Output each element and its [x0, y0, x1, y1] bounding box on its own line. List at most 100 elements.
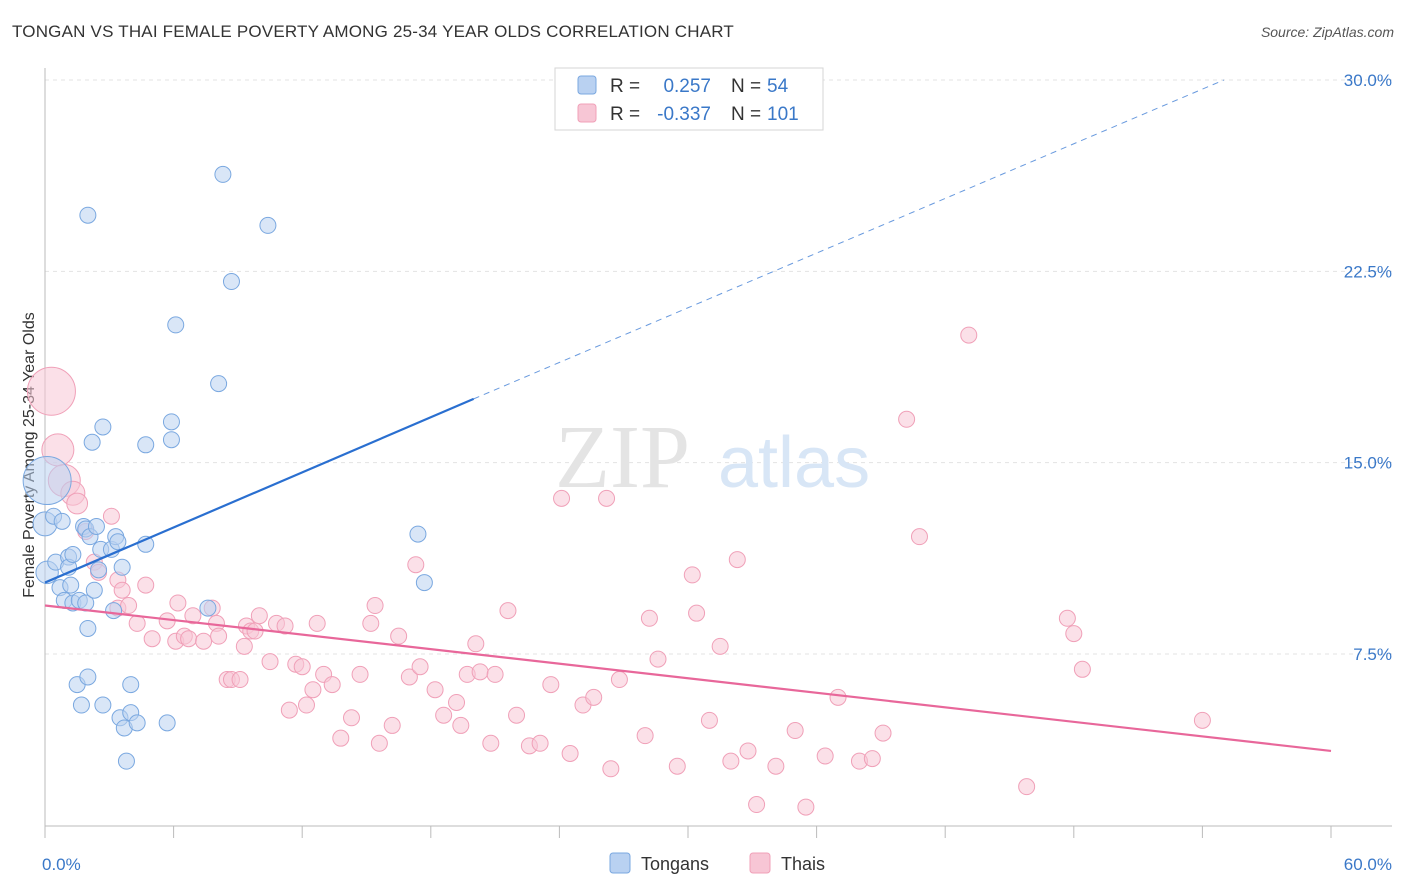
thai-point: [169, 594, 187, 612]
tongans-legend-swatch: [577, 75, 597, 95]
thais-legend-label: Thais: [781, 854, 825, 874]
thai-point: [113, 581, 131, 599]
thai-point: [602, 760, 620, 778]
r-label: R =: [610, 76, 640, 97]
thai-point: [231, 671, 249, 689]
thai-point: [499, 602, 517, 620]
thai-point: [297, 696, 315, 714]
tongan-point: [72, 696, 90, 714]
thai-point: [553, 489, 571, 507]
thai-point: [610, 671, 628, 689]
series-thais-points: [26, 326, 1211, 816]
tongan-point: [64, 546, 82, 564]
thai-point: [246, 622, 264, 640]
thai-point: [366, 597, 384, 615]
chart-title: TONGAN VS THAI FEMALE POVERTY AMONG 25-3…: [12, 22, 735, 41]
thai-point: [683, 566, 701, 584]
thai-point: [748, 796, 766, 814]
x-tick-label: 60.0%: [1344, 855, 1392, 874]
thai-point: [411, 658, 429, 676]
thai-point: [370, 734, 388, 752]
thai-point: [486, 665, 504, 683]
tongans-legend-swatch: [609, 852, 631, 874]
thai-point: [452, 716, 470, 734]
tongan-point: [137, 436, 155, 454]
thai-point: [448, 693, 466, 711]
thai-point: [66, 492, 89, 515]
n-value: 101: [767, 104, 799, 125]
tongan-point: [105, 602, 123, 620]
tongan-point: [210, 375, 228, 393]
thai-point: [863, 750, 881, 768]
thai-point: [390, 627, 408, 645]
thai-point: [636, 727, 654, 745]
thai-point: [342, 709, 360, 727]
thai-point: [332, 729, 350, 747]
thai-point: [426, 681, 444, 699]
thai-point: [700, 711, 718, 729]
thai-point: [184, 607, 202, 625]
thai-point: [102, 507, 120, 525]
thai-point: [293, 658, 311, 676]
tongan-point: [79, 668, 97, 686]
y-tick-label: 7.5%: [1353, 645, 1392, 664]
thai-point: [1073, 660, 1091, 678]
thai-point: [598, 489, 616, 507]
thai-point: [1065, 625, 1083, 643]
trend-lines: [44, 79, 1332, 753]
watermark: ZIP atlas: [555, 408, 870, 507]
tongan-point: [117, 752, 135, 770]
thai-point: [250, 607, 268, 625]
thai-point: [261, 653, 279, 671]
thai-point: [467, 635, 485, 653]
thai-point: [235, 637, 253, 655]
thai-point: [561, 744, 579, 762]
tongan-point: [122, 676, 140, 694]
thai-point: [400, 668, 418, 686]
tongan-point: [158, 714, 176, 732]
tongan-point: [128, 714, 146, 732]
tongan-point: [415, 574, 433, 592]
thai-point: [816, 747, 834, 765]
thai-point: [351, 665, 369, 683]
thai-point: [728, 551, 746, 569]
thai-point: [383, 716, 401, 734]
r-value: -0.337: [657, 104, 711, 125]
tongan-point: [222, 273, 240, 291]
stats-legend-box: [554, 67, 824, 131]
n-value: 54: [767, 76, 789, 97]
thai-point: [688, 604, 706, 622]
thai-point: [180, 630, 198, 648]
thai-point: [482, 734, 500, 752]
thai-point: [910, 528, 928, 546]
x-tick-label: 0.0%: [42, 855, 81, 874]
tongan-point: [162, 413, 180, 431]
thai-point: [649, 650, 667, 668]
thai-point: [542, 676, 560, 694]
thai-point: [722, 752, 740, 770]
gridlines: [45, 79, 1392, 655]
thai-point: [829, 688, 847, 706]
thai-point: [1193, 711, 1211, 729]
thai-point: [143, 630, 161, 648]
thai-point: [1058, 609, 1076, 627]
thai-point: [308, 614, 326, 632]
thai-point: [739, 742, 757, 760]
thai-point: [767, 757, 785, 775]
tick-labels: 7.5% 15.0% 22.5% 30.0% 0.0% 60.0%: [42, 71, 1392, 874]
thai-point: [668, 757, 686, 775]
tongan-point: [259, 216, 277, 234]
thais-legend-swatch: [577, 103, 597, 123]
thai-point: [195, 632, 213, 650]
tongans-legend-label: Tongans: [641, 854, 709, 874]
tongan-point: [85, 581, 103, 599]
source-label: Source: ZipAtlas.com: [1260, 24, 1394, 40]
n-label: N =: [731, 76, 761, 97]
series-tongans-points: [22, 165, 433, 770]
tongan-point: [94, 696, 112, 714]
r-label: R =: [610, 104, 640, 125]
thai-point: [304, 681, 322, 699]
y-tick-label: 15.0%: [1344, 454, 1392, 473]
thai-point: [531, 734, 549, 752]
